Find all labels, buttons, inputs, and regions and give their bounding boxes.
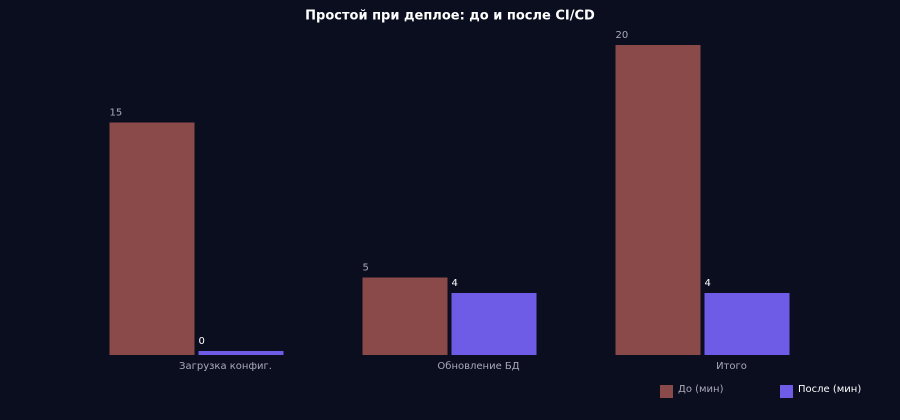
bar (704, 293, 790, 355)
x-tick-label: Загрузка конфиг. (179, 361, 272, 372)
bar (451, 293, 537, 355)
legend-swatch (660, 385, 673, 398)
x-tick-label: Обновление БД (437, 361, 519, 372)
bar (109, 122, 195, 355)
value-label: 15 (110, 108, 123, 119)
bar (198, 351, 284, 355)
legend-swatch (780, 385, 793, 398)
value-label: 5 (363, 263, 369, 274)
value-label: 20 (616, 30, 629, 41)
value-label: 0 (199, 336, 205, 347)
bar (615, 45, 701, 355)
chart-title: Простой при деплое: до и после CI/CD (305, 9, 595, 24)
value-label: 4 (452, 278, 458, 289)
value-label: 4 (705, 278, 711, 289)
legend-label: До (мин) (678, 384, 724, 395)
x-tick-label: Итого (716, 361, 747, 372)
legend-label: После (мин) (798, 384, 861, 395)
bar (362, 277, 448, 355)
